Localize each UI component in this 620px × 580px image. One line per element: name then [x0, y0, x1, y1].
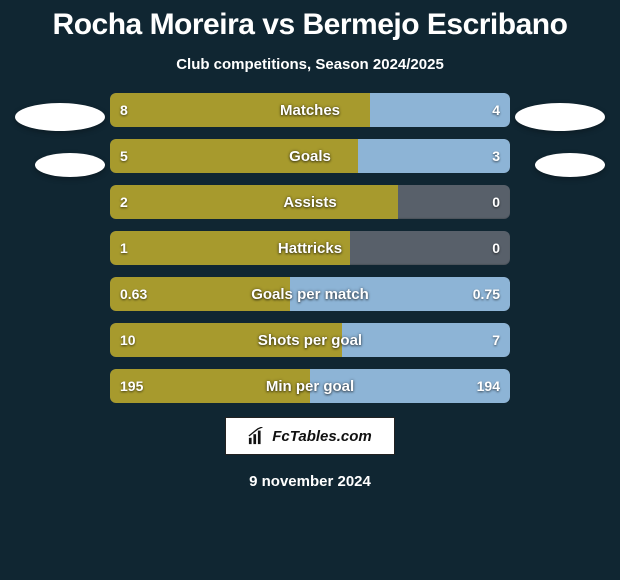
date-label: 9 november 2024: [0, 473, 620, 490]
player2-badge-1: [515, 103, 605, 131]
stat-rows: 84Matches53Goals20Assists10Hattricks0.63…: [110, 93, 510, 403]
logo-text: FcTables.com: [272, 428, 371, 445]
bar-right: [342, 323, 510, 357]
bar-left: [110, 139, 358, 173]
stats-area: 84Matches53Goals20Assists10Hattricks0.63…: [0, 93, 620, 403]
stat-value-right: 3: [492, 139, 500, 173]
stat-value-left: 0.63: [120, 277, 147, 311]
subtitle: Club competitions, Season 2024/2025: [0, 56, 620, 73]
player2-badge-2: [535, 153, 605, 177]
stat-row: 0.630.75Goals per match: [110, 277, 510, 311]
chart-icon: [248, 427, 266, 445]
stat-value-right: 7: [492, 323, 500, 357]
page-title: Rocha Moreira vs Bermejo Escribano: [0, 8, 620, 42]
stat-value-left: 10: [120, 323, 136, 357]
stat-value-right: 0: [492, 185, 500, 219]
stat-value-left: 195: [120, 369, 143, 403]
stat-value-right: 194: [477, 369, 500, 403]
stat-row: 53Goals: [110, 139, 510, 173]
stat-row: 107Shots per goal: [110, 323, 510, 357]
stat-value-left: 2: [120, 185, 128, 219]
stat-row: 84Matches: [110, 93, 510, 127]
player1-name: Rocha Moreira: [53, 8, 255, 41]
bar-left: [110, 323, 342, 357]
stat-value-left: 5: [120, 139, 128, 173]
stat-row: 20Assists: [110, 185, 510, 219]
player1-badge-1: [15, 103, 105, 131]
player2-name: Bermejo Escribano: [303, 8, 568, 41]
stat-value-left: 1: [120, 231, 128, 265]
stat-value-right: 0: [492, 231, 500, 265]
stat-row: 195194Min per goal: [110, 369, 510, 403]
comparison-card: Rocha Moreira vs Bermejo Escribano Club …: [0, 0, 620, 580]
stat-value-left: 8: [120, 93, 128, 127]
player1-badge-2: [35, 153, 105, 177]
vs-label: vs: [262, 8, 294, 41]
bar-right: [358, 139, 510, 173]
bar-right: [370, 93, 510, 127]
logo-box: FcTables.com: [225, 417, 395, 455]
bar-left: [110, 231, 350, 265]
stat-value-right: 0.75: [473, 277, 500, 311]
bar-left: [110, 93, 370, 127]
bar-left: [110, 185, 398, 219]
stat-row: 10Hattricks: [110, 231, 510, 265]
stat-value-right: 4: [492, 93, 500, 127]
